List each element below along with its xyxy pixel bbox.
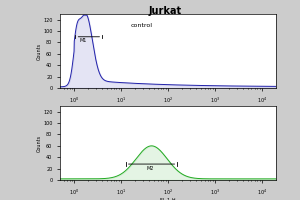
X-axis label: FL 1-H: FL 1-H — [160, 198, 176, 200]
Y-axis label: Counts: Counts — [37, 134, 42, 152]
Text: control: control — [130, 23, 152, 28]
Text: M1: M1 — [80, 38, 87, 43]
X-axis label: FL 1-H: FL 1-H — [160, 106, 176, 111]
Text: M2: M2 — [147, 166, 154, 171]
Text: Jurkat: Jurkat — [148, 6, 182, 16]
Y-axis label: Counts: Counts — [37, 42, 42, 60]
